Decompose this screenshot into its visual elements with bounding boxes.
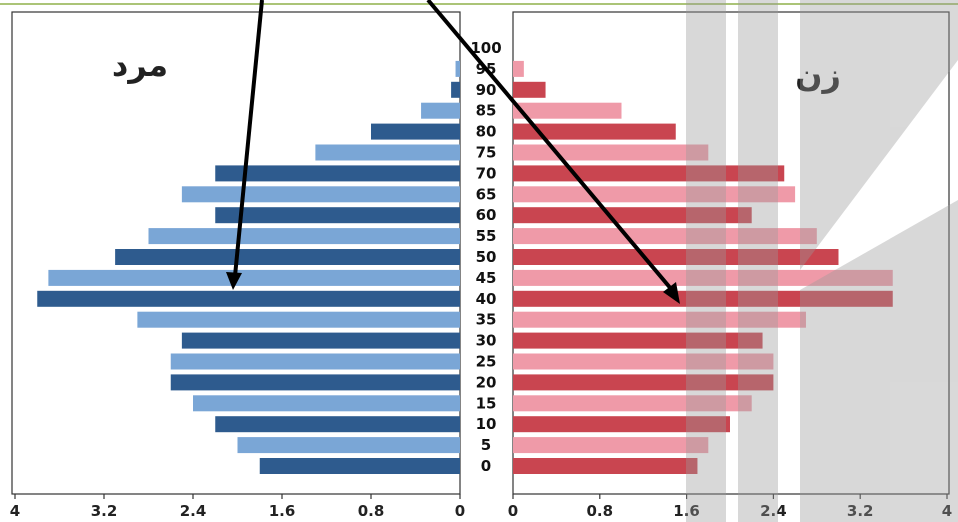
bar-male-age-95 [455, 60, 460, 77]
male-title: مرد [112, 46, 168, 84]
watermark-bar-1 [686, 0, 726, 522]
age-label-15: 15 [476, 394, 497, 412]
bar-female-age-40 [513, 290, 893, 307]
bar-female-age-95 [513, 60, 524, 77]
bar-male-age-55 [148, 228, 460, 245]
bar-female-age-0 [513, 458, 698, 474]
age-label-65: 65 [476, 185, 497, 203]
bar-female-age-5 [513, 437, 709, 454]
bar-female-age-85 [513, 102, 622, 119]
tick-label-male-1.6: 1.6 [269, 502, 296, 520]
bar-male-age-20 [170, 374, 460, 391]
bar-female-age-60 [513, 207, 752, 224]
watermark-bar-2 [738, 0, 778, 522]
tick-label-male-3.2: 3.2 [91, 502, 118, 520]
tick-label-male-0: 0 [455, 502, 465, 520]
bar-male-age-35 [137, 311, 460, 328]
female-title: زن [795, 56, 841, 94]
tick-label-female-1.6: 1.6 [673, 502, 700, 520]
age-label-100: 100 [470, 39, 501, 57]
bar-female-age-10 [513, 416, 730, 433]
tick-label-male-2.4: 2.4 [180, 502, 207, 520]
bar-female-age-65 [513, 186, 796, 203]
bar-male-age-40 [37, 290, 460, 307]
age-label-20: 20 [476, 373, 497, 391]
age-label-10: 10 [476, 415, 497, 433]
watermark-logo [686, 0, 958, 522]
bar-male-age-15 [193, 395, 460, 412]
bar-male-age-25 [170, 353, 460, 370]
bar-female-age-15 [513, 395, 752, 412]
age-label-40: 40 [476, 290, 497, 308]
arrow-male [233, 0, 264, 277]
bar-male-age-10 [215, 416, 460, 433]
age-label-80: 80 [476, 123, 497, 141]
arrow-female [426, 0, 674, 292]
age-label-70: 70 [476, 164, 497, 182]
age-label-55: 55 [476, 227, 497, 245]
tick-label-female-0.8: 0.8 [587, 502, 614, 520]
bar-female-age-50 [513, 249, 839, 265]
bar-female-age-25 [513, 353, 774, 370]
male-bars [37, 60, 460, 474]
annotation-arrows [226, 0, 680, 304]
age-label-50: 50 [476, 248, 497, 266]
bar-male-age-0 [259, 458, 460, 474]
bar-male-age-50 [115, 249, 460, 265]
age-label-25: 25 [476, 353, 497, 371]
tick-label-male-4: 4 [10, 502, 20, 520]
female-bars [513, 60, 893, 474]
tick-label-female-2.4: 2.4 [760, 502, 787, 520]
bar-male-age-80 [371, 123, 460, 140]
bar-male-age-45 [48, 269, 460, 286]
bar-female-age-55 [513, 228, 817, 245]
tick-label-female-0: 0 [508, 502, 518, 520]
bar-female-age-75 [513, 144, 709, 161]
bar-male-age-70 [215, 165, 460, 182]
bar-female-age-80 [513, 123, 676, 140]
tick-label-female-3.2: 3.2 [847, 502, 874, 520]
bar-male-age-65 [181, 186, 460, 203]
bar-female-age-35 [513, 311, 806, 328]
bar-male-age-90 [451, 81, 460, 98]
bar-male-age-30 [181, 332, 460, 349]
bar-female-age-30 [513, 332, 763, 349]
bar-female-age-90 [513, 81, 546, 98]
tick-label-male-0.8: 0.8 [358, 502, 385, 520]
watermark-wedge-top [800, 0, 958, 270]
bar-male-age-5 [237, 437, 460, 454]
bar-male-age-85 [421, 102, 460, 119]
bar-male-age-60 [215, 207, 460, 224]
bar-female-age-70 [513, 165, 785, 182]
arrow-male-head [226, 272, 242, 290]
bar-female-age-45 [513, 269, 893, 286]
age-label-0: 0 [481, 457, 491, 475]
age-label-35: 35 [476, 311, 497, 329]
arrow-female-head [663, 282, 680, 304]
age-label-85: 85 [476, 102, 497, 120]
tick-label-female-4: 4 [942, 502, 952, 520]
bar-female-age-20 [513, 374, 774, 391]
age-label-90: 90 [476, 81, 497, 99]
age-labels: 0510152025303540455055606570758085909510… [470, 39, 501, 475]
age-label-75: 75 [476, 144, 497, 162]
watermark-wedge-bottom [800, 200, 958, 522]
age-label-45: 45 [476, 269, 497, 287]
age-label-30: 30 [476, 332, 497, 350]
bar-male-age-75 [315, 144, 460, 161]
age-label-60: 60 [476, 206, 497, 224]
age-label-5: 5 [481, 436, 491, 454]
x-axis-ticks: 4 3.2 2.4 1.6 0.8 0 0 0.8 1.6 2.4 3.2 4 [10, 494, 952, 520]
